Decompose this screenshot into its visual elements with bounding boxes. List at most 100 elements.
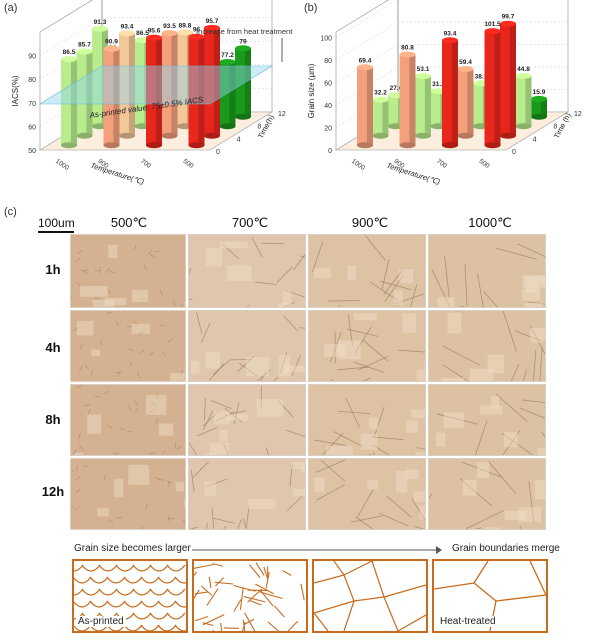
value-label: 91.3 bbox=[94, 19, 107, 26]
x-tick-label: 1000 bbox=[350, 158, 366, 172]
grain-boundary bbox=[355, 516, 374, 529]
grain-boundary bbox=[210, 400, 232, 410]
x-axis-label: Temperature(℃) bbox=[385, 161, 441, 187]
grain-patch bbox=[79, 285, 108, 297]
grain-boundary bbox=[213, 517, 235, 524]
value-label: 77.2 bbox=[221, 52, 234, 59]
grain-boundary bbox=[459, 478, 492, 507]
increase-annotation: Increase from heat treatment bbox=[196, 27, 293, 36]
grain-boundary bbox=[259, 591, 283, 600]
grain-boundary bbox=[105, 267, 110, 274]
grain-patch bbox=[256, 399, 284, 417]
micrograph-900c-8h bbox=[308, 384, 426, 456]
y-tick-label: 40 bbox=[324, 103, 332, 110]
grain-boundary bbox=[189, 268, 192, 275]
grain-patch bbox=[131, 323, 150, 334]
grain-boundary bbox=[189, 442, 197, 455]
y-tick-label: 50 bbox=[28, 148, 36, 155]
grain-patch bbox=[301, 465, 305, 473]
grain-patch bbox=[441, 377, 465, 381]
grain-boundary bbox=[312, 241, 324, 272]
grain-boundary bbox=[247, 305, 249, 307]
grain-patch bbox=[128, 464, 150, 485]
grain-boundary bbox=[251, 237, 263, 258]
grain-boundary bbox=[386, 495, 412, 518]
grain-patch bbox=[76, 320, 94, 336]
value-label: 80.8 bbox=[401, 44, 414, 51]
grain-boundary bbox=[206, 523, 208, 529]
micrograph-texture bbox=[73, 312, 185, 381]
grain-boundary bbox=[246, 505, 250, 528]
bar-shade bbox=[382, 99, 389, 136]
grain-patch bbox=[534, 480, 545, 500]
grain-boundary bbox=[372, 444, 390, 455]
grain-patch bbox=[491, 396, 500, 409]
grain-boundary bbox=[522, 368, 527, 381]
micrograph-500c-8h bbox=[70, 384, 186, 456]
z-tick-label: 12 bbox=[278, 111, 286, 118]
grain-boundary bbox=[189, 526, 199, 529]
bar-shade bbox=[70, 59, 77, 146]
value-label: 27.6 bbox=[390, 85, 403, 92]
grain-arc bbox=[123, 624, 143, 631]
grain-boundary bbox=[76, 281, 81, 287]
grain-patch bbox=[518, 507, 542, 523]
grain-boundary bbox=[206, 588, 219, 606]
value-label: 99.7 bbox=[502, 14, 515, 21]
micrograph-texture bbox=[312, 235, 425, 307]
grain-arc bbox=[81, 588, 101, 596]
grain-patch bbox=[410, 409, 425, 419]
grain-arc bbox=[174, 576, 186, 584]
grain-patch bbox=[347, 265, 357, 280]
grain-patch bbox=[525, 276, 539, 293]
grain-boundary bbox=[519, 407, 545, 419]
grain-boundary bbox=[411, 498, 425, 522]
grain-boundary bbox=[265, 571, 270, 589]
grain-boundary bbox=[75, 488, 81, 494]
grain-boundary bbox=[243, 518, 247, 529]
grain-boundary bbox=[148, 351, 154, 356]
grain-boundary bbox=[474, 420, 488, 455]
bar-shade bbox=[525, 75, 532, 127]
grain-boundary bbox=[329, 332, 342, 363]
z-tick-label: 8 bbox=[553, 124, 557, 131]
grain-boundary bbox=[495, 393, 528, 423]
grain-patch bbox=[447, 312, 462, 334]
grain-boundary bbox=[333, 431, 363, 447]
grain-patch bbox=[86, 414, 102, 434]
grain-boundary bbox=[194, 563, 214, 569]
grain-boundary bbox=[134, 400, 139, 406]
grain-boundary bbox=[502, 311, 517, 352]
grain-patch bbox=[395, 471, 408, 493]
bar-top bbox=[484, 28, 501, 35]
grain-boundary bbox=[434, 582, 475, 590]
grain-boundary bbox=[502, 430, 521, 455]
grain-boundary bbox=[529, 561, 546, 596]
grain-boundary bbox=[73, 326, 79, 332]
micrograph-texture bbox=[189, 385, 305, 455]
micrograph-texture bbox=[71, 463, 185, 529]
grain-boundary bbox=[214, 581, 234, 585]
grain-boundary bbox=[106, 312, 113, 314]
grain-boundary bbox=[345, 398, 360, 428]
grain-patch bbox=[537, 448, 545, 455]
grain-patch bbox=[393, 290, 404, 305]
grain-boundary bbox=[350, 515, 383, 523]
bar-top bbox=[103, 45, 120, 52]
micrograph-texture bbox=[72, 385, 183, 455]
schematic-700 bbox=[192, 559, 308, 633]
grain-boundary bbox=[397, 349, 425, 353]
grain-patch bbox=[522, 275, 545, 289]
grain-boundary bbox=[107, 288, 111, 295]
grain-boundary bbox=[431, 268, 451, 307]
bar-top bbox=[531, 95, 547, 102]
z-tick-label: 12 bbox=[574, 111, 582, 118]
bar-top bbox=[146, 34, 162, 41]
grain-patch bbox=[204, 453, 219, 455]
grain-boundary bbox=[291, 355, 301, 376]
grain-boundary bbox=[346, 328, 379, 337]
grain-arc bbox=[166, 612, 186, 620]
value-label: 85.7 bbox=[78, 41, 91, 48]
grain-arc bbox=[74, 600, 92, 608]
bar-top bbox=[119, 30, 135, 37]
